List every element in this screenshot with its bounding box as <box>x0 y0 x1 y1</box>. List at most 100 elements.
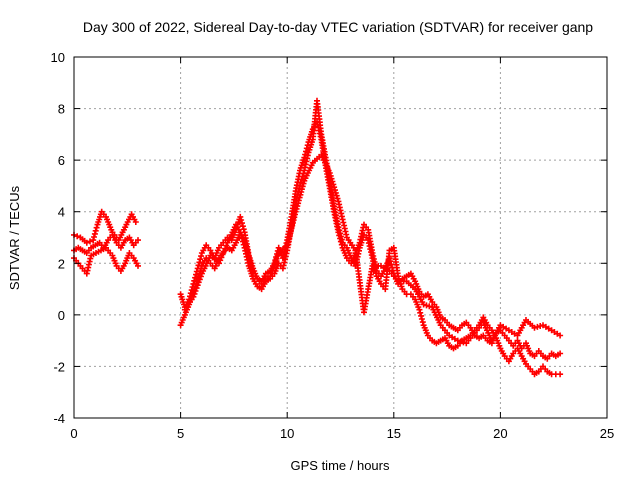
data-point <box>557 350 564 357</box>
y-tick-label: 4 <box>58 205 65 220</box>
x-tick-label: 15 <box>387 426 401 441</box>
data-point <box>535 368 542 375</box>
data-point <box>497 322 504 329</box>
data-point <box>505 327 512 334</box>
data-point <box>531 324 538 331</box>
data-point <box>369 255 376 262</box>
data-point <box>514 337 521 344</box>
data-point <box>454 342 461 349</box>
data-point <box>233 221 239 228</box>
data-point <box>130 255 137 262</box>
data-point <box>126 234 133 241</box>
data-point <box>446 332 453 339</box>
series-segment-2c <box>181 152 564 347</box>
data-point <box>463 319 470 326</box>
data-point <box>450 345 457 352</box>
data-point <box>241 237 248 244</box>
data-point <box>314 97 320 104</box>
data-point <box>540 353 546 360</box>
chart-title: Day 300 of 2022, Sidereal Day-to-day VTE… <box>83 19 593 35</box>
data-point <box>544 368 551 375</box>
data-point <box>122 260 129 267</box>
data-point <box>275 250 282 256</box>
data-point <box>126 250 133 256</box>
data-point <box>211 265 218 272</box>
data-point <box>403 278 410 285</box>
x-axis-label: GPS time / hours <box>291 458 390 473</box>
data-point <box>424 332 431 339</box>
data-point <box>343 244 350 251</box>
y-tick-label: 8 <box>58 102 65 117</box>
data-point <box>258 286 265 293</box>
data-point <box>250 270 257 277</box>
data-point <box>309 159 316 166</box>
data-point <box>335 198 342 205</box>
data-point <box>83 270 90 277</box>
plot-frame <box>73 56 608 419</box>
data-point <box>305 149 312 156</box>
data-point <box>378 280 384 287</box>
data-point <box>331 203 338 210</box>
data-point <box>505 337 512 344</box>
data-point <box>254 283 261 290</box>
data-point <box>267 273 274 280</box>
series-segment-1b <box>71 208 139 246</box>
data-point <box>459 322 465 329</box>
data-point <box>442 317 448 323</box>
data-point <box>407 270 414 277</box>
data-point <box>476 335 483 342</box>
y-tick-label: -2 <box>53 359 65 374</box>
data-point <box>92 242 99 249</box>
data-point <box>216 260 222 267</box>
data-point <box>128 211 135 218</box>
data-point <box>412 286 419 293</box>
data-point <box>386 247 393 254</box>
data-point <box>390 244 397 251</box>
data-point <box>105 237 112 244</box>
data-point <box>109 229 116 236</box>
data-point <box>122 237 129 244</box>
data-point <box>463 340 470 347</box>
data-point <box>505 358 512 365</box>
data-point <box>365 237 372 244</box>
data-point <box>557 371 564 378</box>
data-point <box>318 131 325 138</box>
data-point <box>109 252 116 259</box>
data-point <box>361 221 367 228</box>
data-point <box>198 270 205 277</box>
data-point <box>132 219 139 225</box>
data-point <box>501 332 508 339</box>
data-point <box>454 327 461 334</box>
data-point <box>135 237 141 244</box>
data-point <box>284 242 291 249</box>
data-point <box>471 329 478 336</box>
data-point <box>301 177 308 184</box>
data-point <box>228 247 235 254</box>
x-tick-label: 25 <box>600 426 614 441</box>
data-point <box>518 353 525 360</box>
data-point <box>424 291 431 298</box>
x-tick-label: 10 <box>280 426 294 441</box>
data-point <box>373 273 380 280</box>
data-point <box>88 252 95 259</box>
y-tick-label: 6 <box>58 153 65 168</box>
data-point <box>190 293 197 300</box>
data-point <box>135 262 141 269</box>
data-point <box>420 301 427 308</box>
data-point <box>429 304 436 311</box>
data-point <box>378 262 384 269</box>
data-point <box>83 250 90 256</box>
data-point <box>382 286 389 293</box>
data-point <box>501 353 508 360</box>
data-point <box>356 244 363 251</box>
data-point <box>262 270 269 277</box>
data-point <box>446 342 453 349</box>
data-point <box>557 332 564 339</box>
data-point <box>403 273 410 280</box>
data-point <box>531 353 538 360</box>
data-point <box>130 242 137 249</box>
data-point <box>544 355 551 362</box>
data-point <box>369 262 376 269</box>
x-tick-label: 0 <box>70 426 77 441</box>
data-point <box>467 324 474 331</box>
